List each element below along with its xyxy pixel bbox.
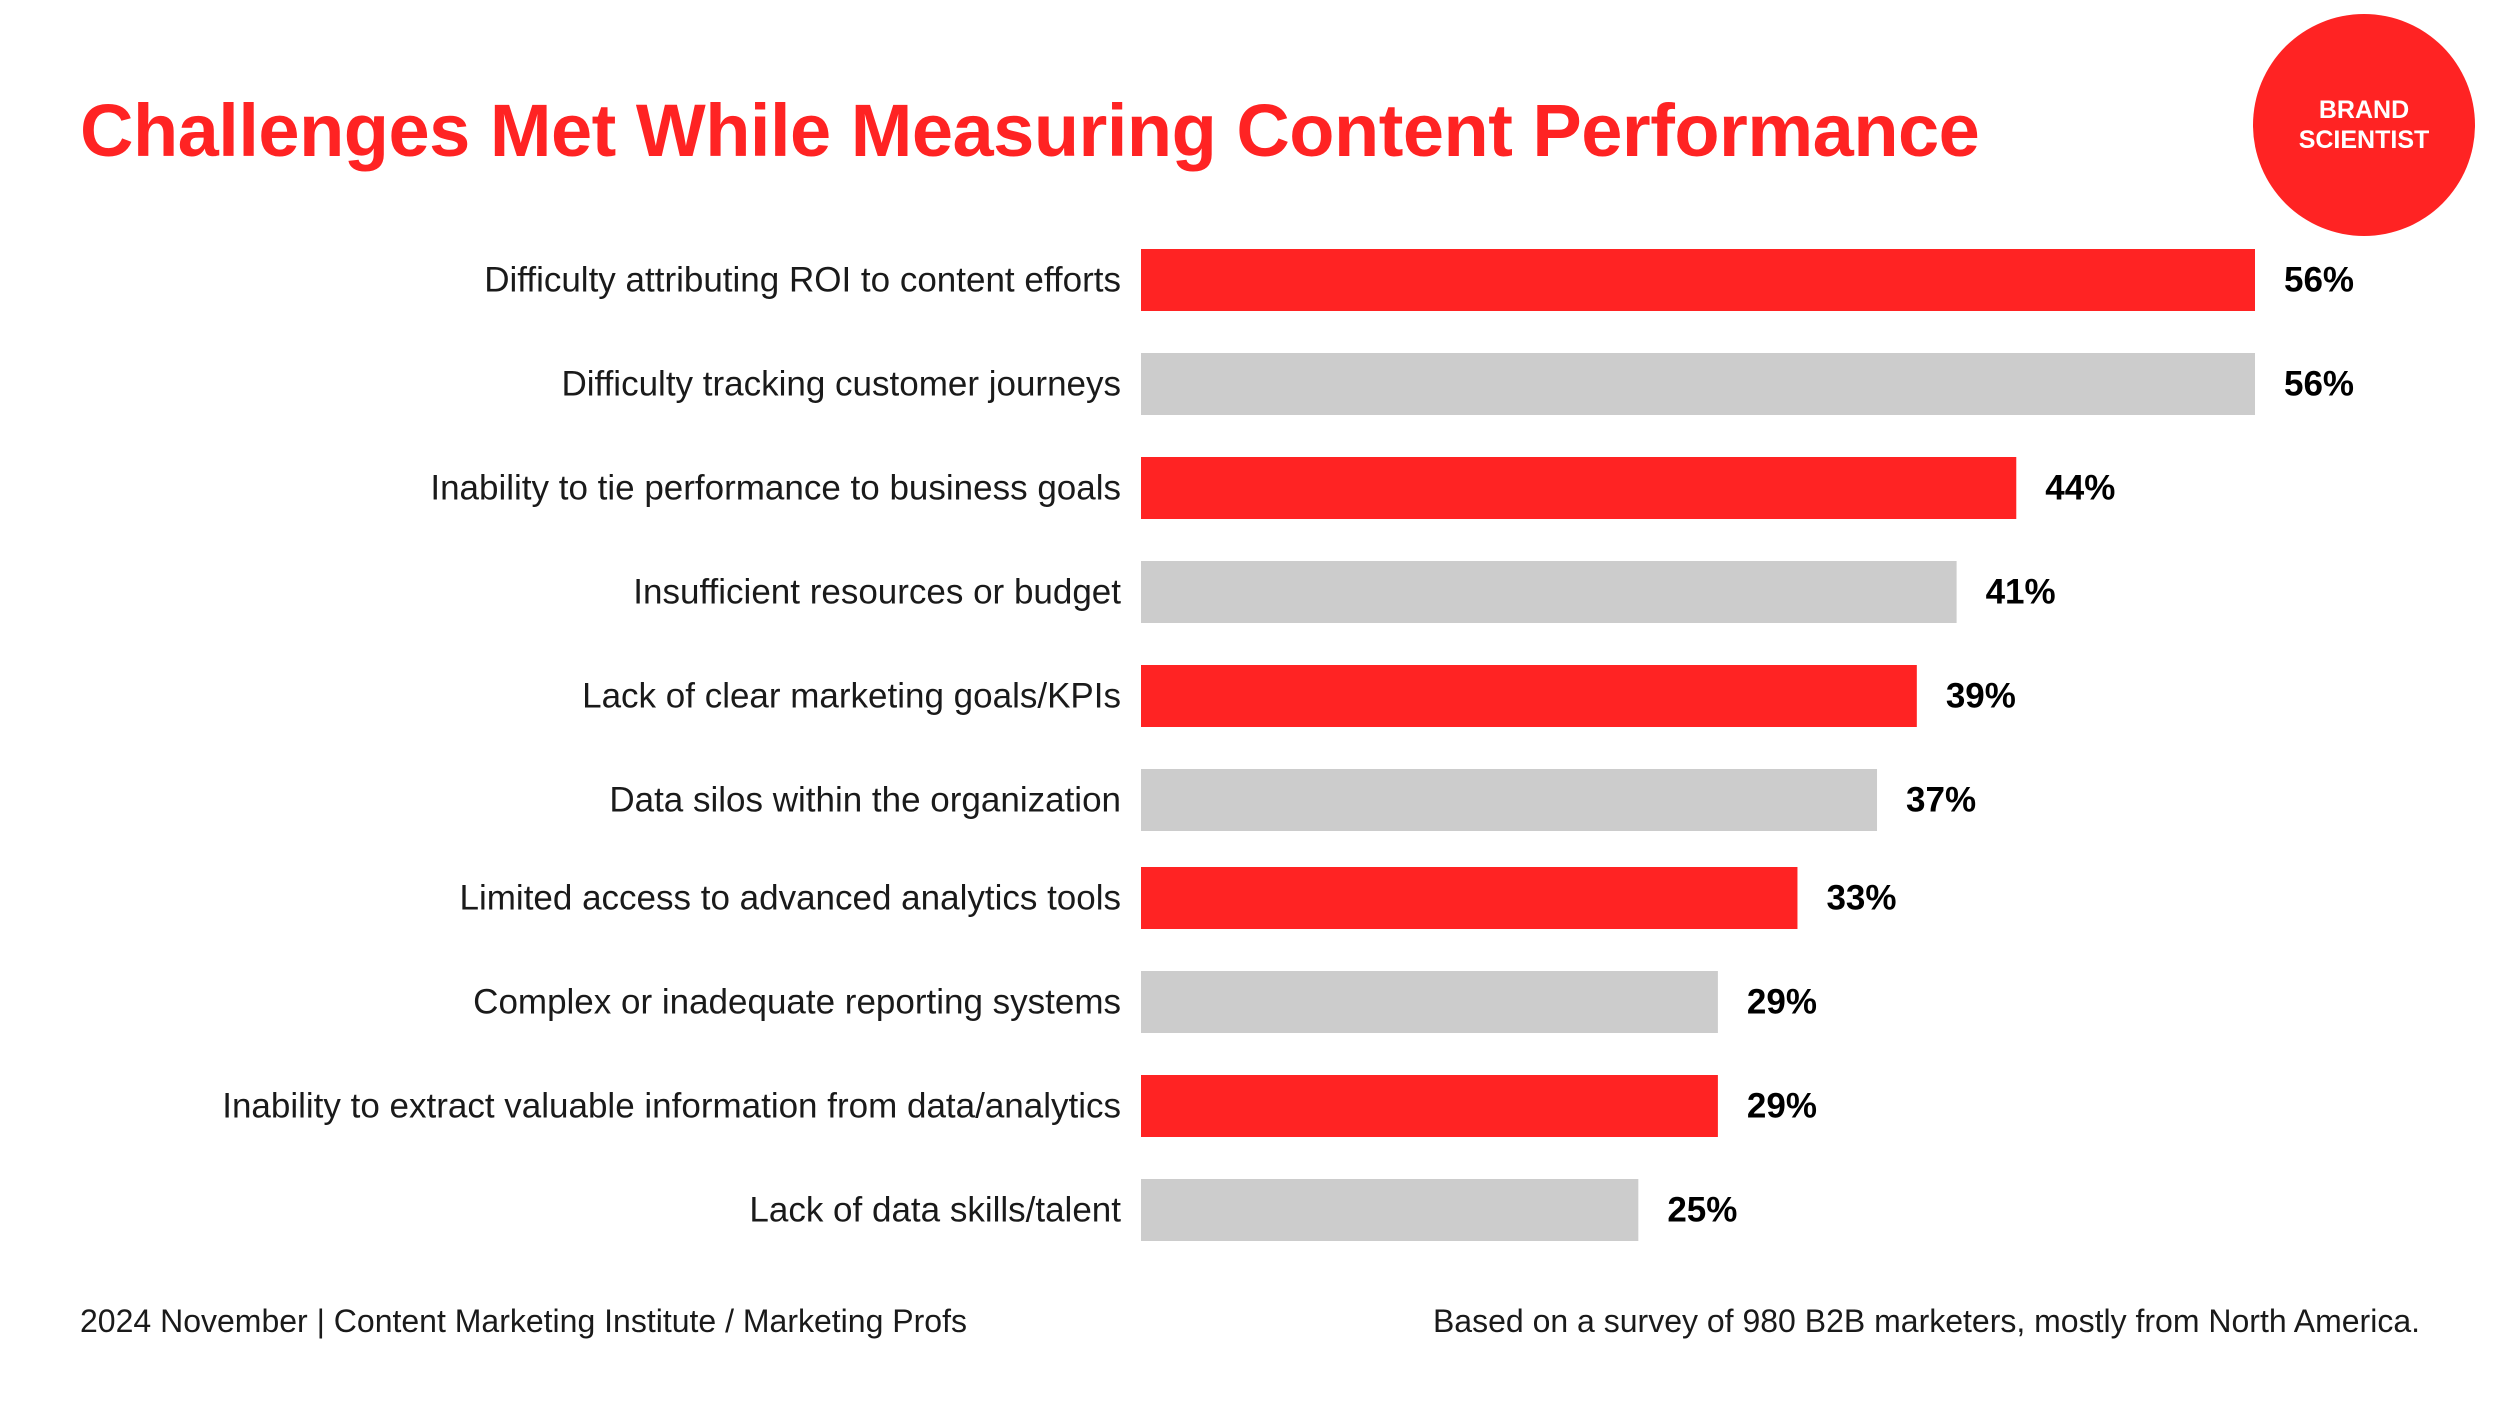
brand-logo-line1: BRAND bbox=[2318, 96, 2410, 124]
brand-logo-line2: SCIENTIST bbox=[2298, 126, 2430, 154]
value-label-2: 56% bbox=[2284, 365, 2354, 404]
bar-6 bbox=[1141, 769, 1878, 831]
value-label-6: 37% bbox=[1906, 781, 1976, 820]
value-label-5: 39% bbox=[1946, 677, 2016, 716]
bar-4 bbox=[1141, 561, 1957, 623]
category-label-2: Difficulty tracking customer journeys bbox=[561, 365, 1121, 404]
bar-2 bbox=[1141, 353, 2255, 415]
bar-7 bbox=[1141, 867, 1798, 929]
category-label-8: Complex or inadequate reporting systems bbox=[473, 983, 1121, 1022]
bar-5 bbox=[1141, 665, 1917, 727]
value-label-8: 29% bbox=[1747, 983, 1817, 1022]
value-label-1: 56% bbox=[2284, 261, 2354, 300]
value-label-7: 33% bbox=[1826, 879, 1896, 918]
value-label-4: 41% bbox=[1986, 573, 2056, 612]
brand-logo: BRAND SCIENTIST bbox=[2253, 14, 2475, 236]
footer-note: Based on a survey of 980 B2B marketers, … bbox=[1432, 1303, 2420, 1339]
bar-1 bbox=[1141, 249, 2255, 311]
value-label-3: 44% bbox=[2045, 469, 2115, 508]
bar-8 bbox=[1141, 971, 1718, 1033]
value-label-9: 29% bbox=[1747, 1087, 1817, 1126]
category-label-5: Lack of clear marketing goals/KPIs bbox=[582, 677, 1121, 716]
category-label-6: Data silos within the organization bbox=[609, 781, 1121, 820]
footer-source: 2024 November | Content Marketing Instit… bbox=[80, 1303, 967, 1339]
bar-9 bbox=[1141, 1075, 1718, 1137]
category-label-4: Insufficient resources or budget bbox=[633, 573, 1121, 612]
chart-title: Challenges Met While Measuring Content P… bbox=[80, 89, 1980, 172]
category-label-7: Limited access to advanced analytics too… bbox=[460, 879, 1121, 918]
category-label-10: Lack of data skills/talent bbox=[749, 1191, 1121, 1230]
category-label-3: Inability to tie performance to business… bbox=[430, 469, 1121, 508]
value-label-10: 25% bbox=[1667, 1191, 1737, 1230]
category-label-9: Inability to extract valuable informatio… bbox=[222, 1087, 1121, 1126]
category-label-1: Difficulty attributing ROI to content ef… bbox=[484, 261, 1121, 300]
bar-3 bbox=[1141, 457, 2017, 519]
bar-10 bbox=[1141, 1179, 1639, 1241]
